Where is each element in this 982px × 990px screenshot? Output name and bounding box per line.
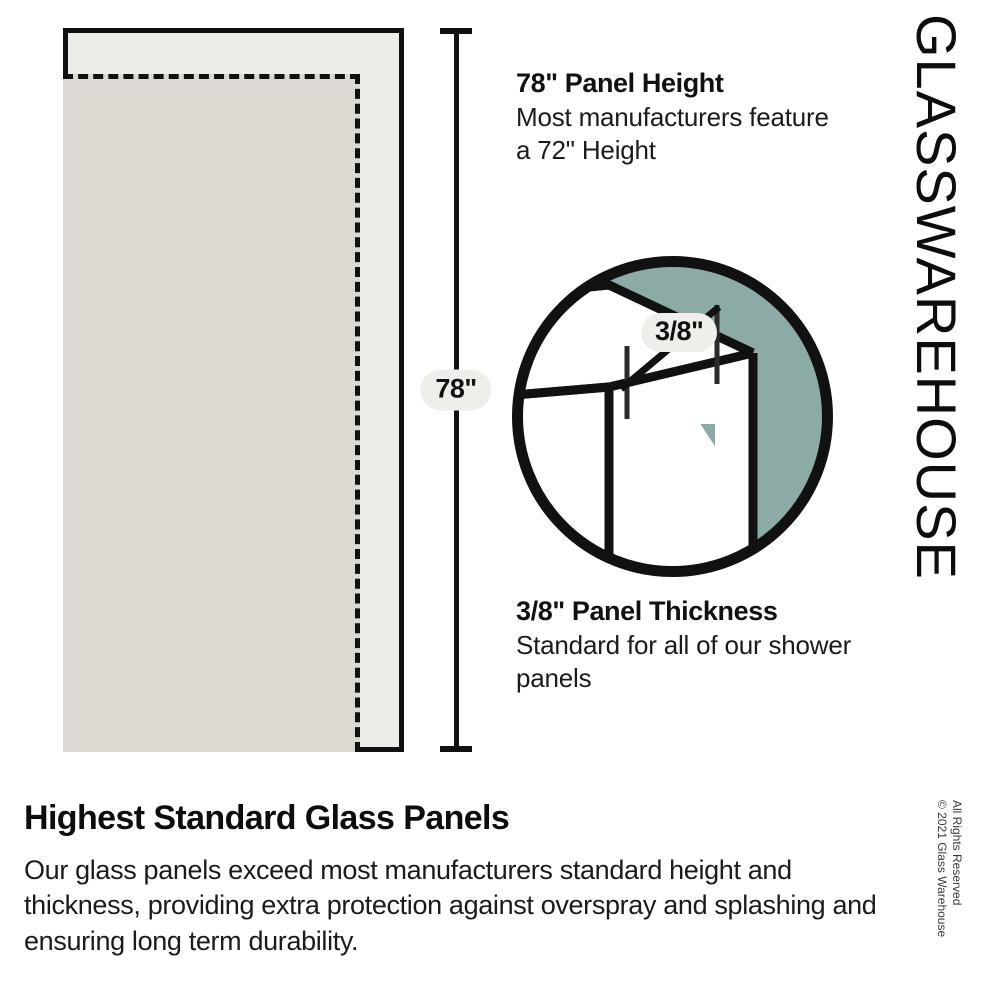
- panel-standard-height-dashed-region: [63, 74, 360, 752]
- thickness-diagram-svg: [512, 256, 833, 577]
- dimension-cap-bottom-icon: [440, 746, 472, 752]
- callout-panel-thickness-title: 3/8" Panel Thickness: [516, 596, 778, 626]
- height-dimension-label: 78": [420, 369, 492, 411]
- summary-paragraph: Our glass panels exceed most manufacture…: [24, 855, 877, 956]
- callout-panel-thickness-body: Standard for all of our shower panels: [516, 630, 852, 693]
- thickness-pill-label: 3/8": [641, 313, 718, 352]
- summary-block: Highest Standard Glass Panels Our glass …: [24, 799, 884, 959]
- callout-panel-thickness: 3/8" Panel Thickness Standard for all of…: [516, 596, 856, 694]
- callout-panel-height-title: 78" Panel Height: [516, 68, 724, 98]
- callout-panel-height: 78" Panel Height Most manufacturers feat…: [516, 68, 846, 166]
- copyright-notice: © 2021 Glass Warehouse All Rights Reserv…: [934, 800, 974, 980]
- panel-thickness-diagram: 3/8": [505, 249, 840, 584]
- copyright-line-2: All Rights Reserved: [950, 800, 964, 906]
- brand-logotype-text: GLASSWAREHOUSE: [905, 14, 968, 580]
- diagram-circle-border: [512, 256, 833, 577]
- height-dimension-line: 78": [420, 28, 492, 752]
- brand-logotype: GLASSWAREHOUSE: [905, 14, 976, 614]
- page-title: Highest Standard Glass Panels: [24, 799, 510, 837]
- glass-thickness-face: [715, 352, 753, 572]
- copyright-line-1: © 2021 Glass Warehouse: [935, 800, 949, 938]
- callout-panel-height-body: Most manufacturers feature a 72" Height: [516, 102, 829, 165]
- glass-panel-illustration: [63, 28, 404, 752]
